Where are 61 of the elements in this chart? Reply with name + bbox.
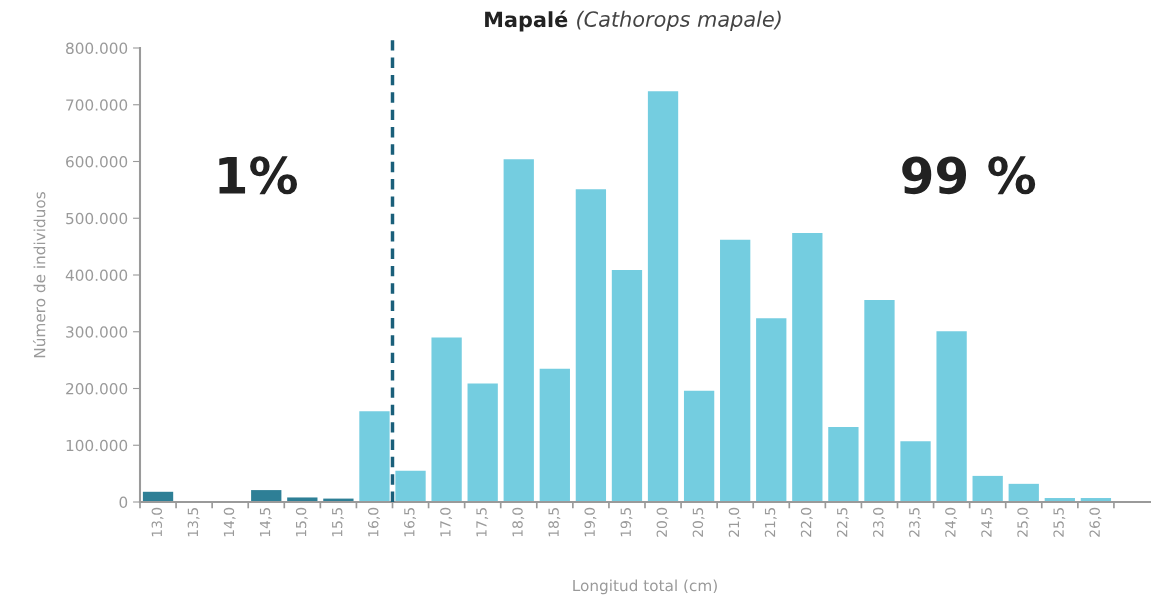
x-tick-label: 24,0 [945, 507, 958, 537]
x-tick-label: 21,5 [764, 508, 777, 537]
bar [539, 368, 570, 502]
x-tick-label: 17,5 [476, 508, 489, 537]
y-tick-label: 200.000 [66, 382, 128, 395]
x-tick-label: 20,5 [692, 508, 705, 537]
x-tick-label: 24,5 [981, 508, 994, 537]
x-tick-label: 15,0 [295, 507, 308, 537]
x-tick-label: 17,0 [440, 507, 453, 537]
bar [1008, 483, 1039, 502]
bar [611, 269, 643, 502]
bar [395, 470, 426, 502]
x-tick-label: 13,5 [187, 508, 200, 537]
y-tick-label: 800.000 [66, 42, 128, 55]
bar [503, 159, 534, 502]
y-axis-title: Número de individuos [32, 192, 46, 358]
x-tick-label: 22,0 [800, 507, 813, 537]
bar [936, 331, 967, 502]
annotation: 99 % [902, 156, 1036, 195]
x-tick-label: 15,5 [332, 508, 344, 537]
bar [251, 490, 282, 502]
x-tick-label: 23,5 [909, 508, 921, 537]
x-tick-label: 25,0 [1017, 507, 1030, 537]
bar [720, 239, 751, 502]
x-tick-label: 13,0 [151, 507, 164, 537]
annotation: 1% [219, 156, 297, 195]
x-axis-title: Longitud total (cm) [573, 579, 717, 595]
x-tick-label: 14,5 [259, 508, 272, 537]
x-tick-label: 16,0 [367, 507, 380, 537]
bar [792, 233, 823, 502]
x-tick-label: 25,5 [1053, 508, 1066, 537]
x-tick-label: 18,0 [512, 507, 525, 537]
bar [467, 383, 498, 502]
y-tick-label: 700.000 [66, 99, 128, 111]
bar [359, 411, 390, 502]
bar [683, 390, 715, 502]
y-tick-label: 300.000 [66, 326, 128, 338]
x-tick-label: 22,5 [836, 508, 849, 537]
bar [972, 475, 1003, 502]
bar [431, 337, 462, 502]
x-tick-label: 20,0 [656, 507, 669, 537]
chart-title: Mapalé (Cathorops mapale) [485, 10, 781, 32]
y-tick-label: 400.000 [65, 269, 128, 282]
y-tick-label: 100.000 [66, 439, 128, 452]
bar [756, 318, 787, 502]
x-tick-label: 21,0 [728, 507, 741, 537]
y-tick-label: 600.000 [66, 155, 128, 168]
x-tick-label: 26,0 [1089, 507, 1102, 537]
x-tick-label: 19,0 [584, 507, 597, 537]
y-tick-label: 0 [119, 496, 128, 509]
x-tick-label: 18,5 [548, 508, 561, 537]
bar [900, 441, 931, 502]
x-tick-label: 16,5 [404, 508, 416, 537]
x-tick-label: 23,0 [872, 507, 885, 537]
bar [575, 189, 607, 502]
x-tick-label: 19,5 [620, 508, 633, 537]
bar [828, 427, 859, 502]
y-tick-label: 500.000 [66, 212, 128, 225]
bar [647, 91, 679, 502]
bar [864, 299, 895, 502]
x-tick-label: 14,0 [223, 507, 236, 537]
